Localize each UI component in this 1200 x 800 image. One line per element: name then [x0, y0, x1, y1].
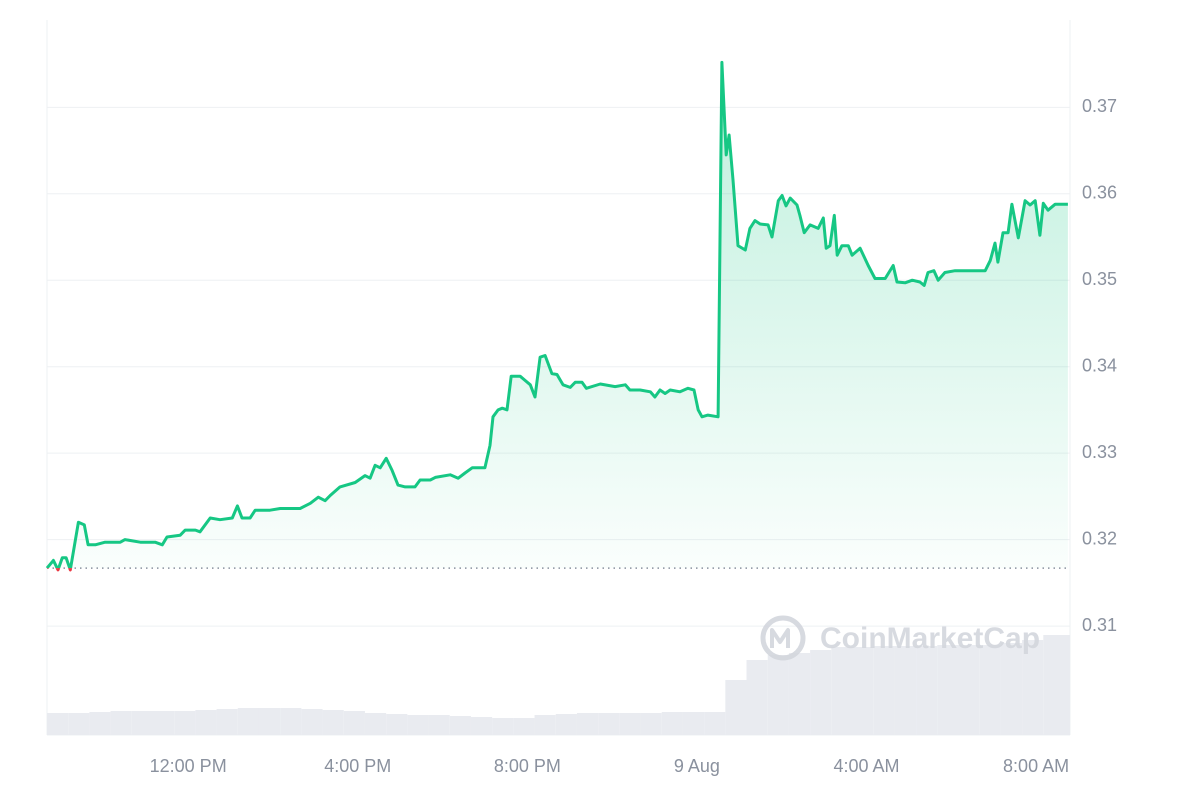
volume-bar	[195, 710, 217, 735]
y-tick-label: 0.36	[1082, 183, 1117, 203]
price-line	[45, 60, 1068, 569]
x-tick-label: 12:00 PM	[150, 756, 227, 776]
volume-layer	[47, 635, 1070, 735]
volume-bar	[343, 711, 365, 735]
volume-bar	[937, 645, 959, 735]
volume-bar	[322, 710, 344, 735]
volume-bar	[725, 680, 747, 735]
volume-bar	[110, 711, 132, 735]
volume-bar	[280, 708, 302, 735]
volume-bar	[576, 713, 599, 735]
volume-bar	[407, 715, 429, 735]
volume-bar	[810, 650, 832, 735]
volume-bar	[216, 709, 238, 735]
volume-bar	[513, 718, 535, 735]
volume-bar	[682, 712, 705, 735]
volume-bar	[364, 713, 387, 735]
volume-bar	[258, 708, 281, 735]
volume-bar	[1000, 643, 1023, 735]
volume-bar	[831, 647, 853, 735]
y-tick-label: 0.32	[1082, 528, 1117, 548]
volume-bar	[1064, 635, 1070, 735]
price-area	[47, 62, 1068, 569]
volume-bar	[470, 717, 493, 735]
x-tick-label: 4:00 PM	[324, 756, 391, 776]
volume-bar	[555, 714, 577, 735]
label-layer: 0.31 0.32 0.33 0.34 0.35 0.36 0.37 12:00 PM 4:00…	[150, 96, 1117, 776]
y-tick-label: 0.37	[1082, 96, 1117, 116]
x-tick-label: 9 Aug	[674, 756, 720, 776]
volume-bar	[152, 711, 175, 735]
volume-bar	[704, 712, 726, 735]
volume-bar	[1043, 635, 1065, 735]
volume-bar	[89, 712, 111, 735]
volume-bar	[916, 646, 938, 735]
volume-bar	[534, 715, 556, 735]
volume-bar	[894, 646, 917, 735]
volume-bar	[237, 708, 259, 735]
volume-bar	[598, 713, 620, 735]
watermark-logo	[760, 615, 806, 661]
y-tick-label: 0.35	[1082, 269, 1117, 289]
volume-bar	[1022, 640, 1044, 735]
volume-bar	[68, 713, 90, 735]
x-tick-label: 4:00 AM	[833, 756, 899, 776]
volume-bar	[131, 711, 153, 735]
watermark-logo-mark	[770, 628, 790, 648]
volume-bar	[852, 647, 874, 735]
volume-bar	[788, 653, 811, 735]
volume-bar	[428, 715, 450, 735]
volume-bar	[640, 713, 662, 735]
volume-bar	[979, 645, 1001, 735]
volume-bar	[449, 716, 471, 735]
volume-bar	[661, 712, 683, 735]
y-tick-label: 0.33	[1082, 442, 1117, 462]
x-tick-label: 8:00 AM	[1003, 756, 1069, 776]
watermark-text: CoinMarketCap	[820, 622, 1040, 655]
volume-bar	[47, 713, 69, 735]
plot-layer	[45, 60, 1070, 572]
volume-bar	[492, 718, 514, 735]
volume-bar	[174, 711, 196, 735]
volume-bar	[746, 660, 768, 735]
y-tick-label: 0.31	[1082, 615, 1117, 635]
watermark: CoinMarketCap	[760, 615, 1040, 661]
x-tick-label: 8:00 PM	[494, 756, 561, 776]
volume-bar	[873, 646, 895, 735]
y-tick-label: 0.34	[1082, 355, 1117, 375]
volume-bar	[958, 645, 980, 735]
volume-bar	[767, 655, 789, 735]
volume-bar	[301, 709, 323, 735]
volume-bar	[386, 714, 408, 735]
volume-bar	[619, 713, 641, 735]
